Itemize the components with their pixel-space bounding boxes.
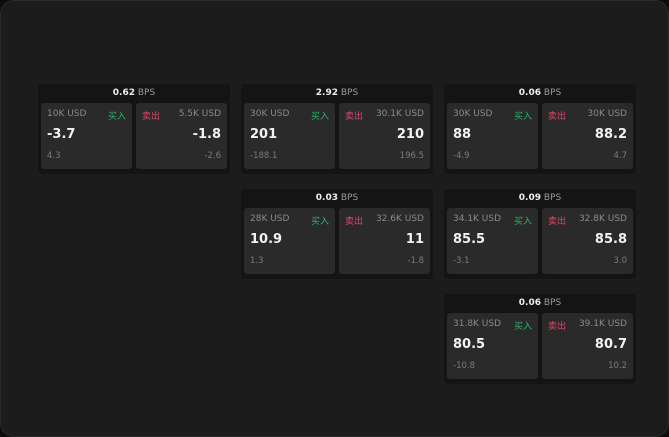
spread-value: 0.62 (112, 88, 135, 98)
ask-change: 196.5 (399, 151, 424, 161)
ask-size: 32.6K USD (375, 214, 424, 224)
ask-change: 4.7 (613, 151, 627, 161)
buy-card[interactable]: 34.1K USD 买入 85.5 -3.1 (447, 208, 538, 274)
quote-panel: 0.62 BPS 10K USD 买入 -3.7 4.3 卖出 5.5K USD -… (38, 84, 230, 174)
bid-price: 10.9 (250, 232, 283, 247)
buy-label: 买入 (513, 217, 532, 227)
buy-label: 买入 (310, 112, 329, 122)
spread-unit: BPS (543, 298, 562, 308)
ask-price: 11 (405, 232, 424, 247)
quote-panel: 0.09 BPS 34.1K USD 买入 85.5 -3.1 卖出 32.8K U… (444, 189, 636, 279)
bid-change: -188.1 (250, 151, 278, 161)
spread-value: 0.06 (518, 298, 541, 308)
ask-size: 30.1K USD (375, 109, 424, 119)
bid-price: 201 (250, 127, 278, 142)
spread-value: 2.92 (315, 88, 338, 98)
buy-card[interactable]: 30K USD 买入 201 -188.1 (244, 103, 335, 169)
sell-card[interactable]: 卖出 5.5K USD -1.8 -2.6 (136, 103, 227, 169)
ask-size: 5.5K USD (178, 109, 221, 119)
ask-change: 3.0 (613, 256, 627, 266)
quote-panel: 0.06 BPS 31.8K USD 买入 80.5 -10.8 卖出 39.1K … (444, 294, 636, 384)
spread-header: 0.06 BPS (444, 294, 636, 313)
sell-label: 卖出 (548, 112, 567, 122)
sell-card[interactable]: 卖出 39.1K USD 80.7 10.2 (542, 313, 633, 379)
quote-panel: 0.03 BPS 28K USD 买入 10.9 1.3 卖出 32.6K USD … (241, 189, 433, 279)
spread-unit: BPS (543, 193, 562, 203)
sell-label: 卖出 (345, 217, 364, 227)
ask-change: -2.6 (204, 151, 221, 161)
buy-label: 买入 (513, 112, 532, 122)
spread-header: 0.06 BPS (444, 84, 636, 103)
bid-size: 30K USD (250, 109, 290, 119)
spread-unit: BPS (137, 88, 156, 98)
bid-size: 28K USD (250, 214, 290, 224)
spread-unit: BPS (543, 88, 562, 98)
sell-label: 卖出 (142, 112, 161, 122)
ask-price: 88.2 (594, 127, 627, 142)
bid-price: 80.5 (453, 337, 486, 352)
buy-label: 买入 (513, 322, 532, 332)
ask-size: 32.8K USD (578, 214, 627, 224)
ask-price: 80.7 (594, 337, 627, 352)
ask-change: -1.8 (407, 256, 424, 266)
bid-price: 85.5 (453, 232, 486, 247)
spread-unit: BPS (340, 193, 359, 203)
sell-label: 卖出 (548, 322, 567, 332)
spread-value: 0.09 (518, 193, 541, 203)
ask-size: 39.1K USD (578, 319, 627, 329)
ask-size: 30K USD (587, 109, 627, 119)
bid-size: 31.8K USD (453, 319, 502, 329)
spread-value: 0.03 (315, 193, 338, 203)
bid-price: -3.7 (47, 127, 76, 142)
sell-card[interactable]: 卖出 32.6K USD 11 -1.8 (339, 208, 430, 274)
buy-card[interactable]: 30K USD 买入 88 -4.9 (447, 103, 538, 169)
spread-unit: BPS (340, 88, 359, 98)
sell-card[interactable]: 卖出 32.8K USD 85.8 3.0 (542, 208, 633, 274)
bid-change: -4.9 (453, 151, 470, 161)
quote-panel: 0.06 BPS 30K USD 买入 88 -4.9 卖出 30K USD 88.… (444, 84, 636, 174)
bid-change: -3.1 (453, 256, 470, 266)
ask-change: 10.2 (608, 361, 627, 371)
quote-panel: 2.92 BPS 30K USD 买入 201 -188.1 卖出 30.1K US… (241, 84, 433, 174)
bid-size: 10K USD (47, 109, 87, 119)
spread-header: 2.92 BPS (241, 84, 433, 103)
sell-card[interactable]: 卖出 30K USD 88.2 4.7 (542, 103, 633, 169)
ask-price: -1.8 (192, 127, 221, 142)
spread-header: 0.09 BPS (444, 189, 636, 208)
bid-change: -10.8 (453, 361, 475, 371)
bid-change: 1.3 (250, 256, 264, 266)
bid-size: 30K USD (453, 109, 493, 119)
sell-label: 卖出 (548, 217, 567, 227)
buy-card[interactable]: 10K USD 买入 -3.7 4.3 (41, 103, 132, 169)
bid-change: 4.3 (47, 151, 61, 161)
buy-label: 买入 (310, 217, 329, 227)
sell-card[interactable]: 卖出 30.1K USD 210 196.5 (339, 103, 430, 169)
spread-header: 0.62 BPS (38, 84, 230, 103)
buy-label: 买入 (107, 112, 126, 122)
bid-size: 34.1K USD (453, 214, 502, 224)
buy-card[interactable]: 31.8K USD 买入 80.5 -10.8 (447, 313, 538, 379)
ask-price: 210 (396, 127, 424, 142)
bid-price: 88 (453, 127, 472, 142)
sell-label: 卖出 (345, 112, 364, 122)
spread-value: 0.06 (518, 88, 541, 98)
spread-header: 0.03 BPS (241, 189, 433, 208)
buy-card[interactable]: 28K USD 买入 10.9 1.3 (244, 208, 335, 274)
ask-price: 85.8 (594, 232, 627, 247)
